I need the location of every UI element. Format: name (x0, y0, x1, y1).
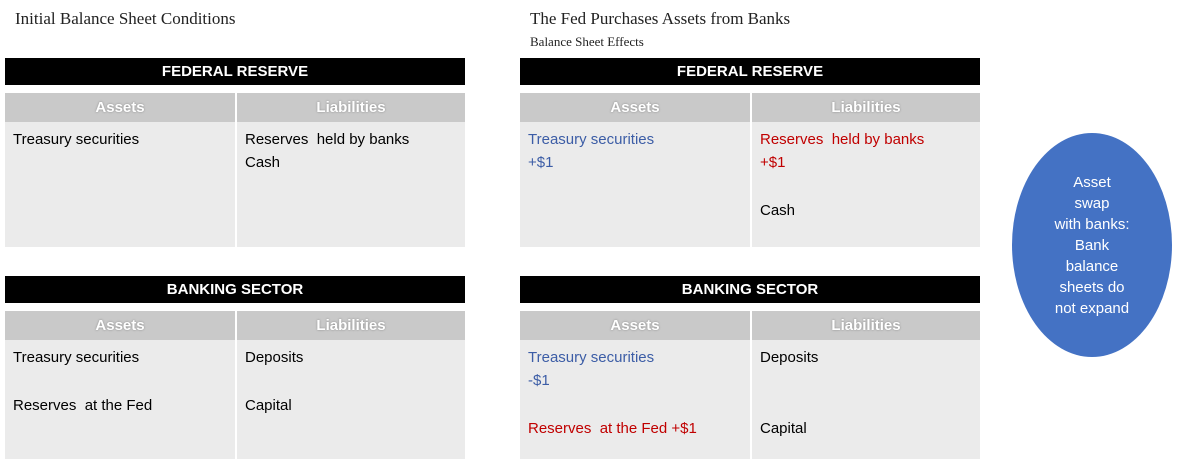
table-title: FEDERAL RESERVE (5, 58, 465, 85)
table-title: FEDERAL RESERVE (520, 58, 980, 85)
column-header: Assets (5, 311, 235, 340)
table-cell (752, 122, 980, 247)
balance-table: BANKING SECTOR Assets Liabilities Treasury … (520, 276, 980, 459)
balance-table: BANKING SECTOR Assets Liabilities Treasury … (5, 276, 465, 459)
cell-text: Capital (245, 397, 292, 414)
column-header: Liabilities (237, 93, 465, 122)
table-cell (5, 122, 235, 247)
right-title: The Fed Purchases Assets from Banks (530, 9, 791, 28)
table-cell (520, 340, 750, 459)
cell-text: Cash (245, 154, 281, 171)
cell-text: Deposits (760, 349, 819, 366)
table-cell (237, 340, 465, 459)
column-header: Assets (5, 93, 235, 122)
note-line: Asset (1073, 173, 1111, 191)
cell-text: Reserves at the Fed (13, 397, 153, 414)
cell-text: Cash (760, 202, 796, 219)
table-cell (752, 340, 980, 459)
note-line: with banks: (1054, 215, 1130, 233)
cell-text: Reserves at the Fed +$1 (528, 420, 697, 437)
note-line: Bank (1074, 236, 1110, 254)
cell-text: Treasury securities (528, 131, 655, 148)
cell-text: -$1 (528, 372, 550, 389)
note-bubble: Asset swap with banks: Bank balance sheets do… (1012, 133, 1172, 357)
left-title: Initial Balance Sheet Conditions (15, 9, 236, 28)
column-header: Assets (520, 93, 750, 122)
cell-text: Reserves held by banks (760, 131, 925, 148)
note-line: balance (1065, 257, 1119, 275)
table-cell (5, 340, 235, 459)
cell-text: +$1 (528, 154, 554, 171)
column-header: Assets (520, 311, 750, 340)
cell-text: Capital (760, 420, 807, 437)
note-text: Asset swap with banks: Bank balance sheets do… (1054, 172, 1129, 319)
cell-text: +$1 (760, 154, 786, 171)
column-header: Liabilities (237, 311, 465, 340)
right-subtitle: Balance Sheet Effects (530, 34, 644, 49)
cell-text: Treasury securities (528, 349, 655, 366)
table-title: BANKING SECTOR (520, 276, 980, 303)
note-line: sheets do (1059, 278, 1125, 296)
balance-table: FEDERAL RESERVE Assets Liabilities Treasury… (5, 58, 465, 247)
table-cell (520, 122, 750, 247)
table-title: BANKING SECTOR (5, 276, 465, 303)
note-line: not expand (1054, 299, 1130, 317)
cell-text: Deposits (245, 349, 304, 366)
table-cell (237, 122, 465, 247)
column-header: Liabilities (752, 311, 980, 340)
cell-text: Treasury securities (13, 131, 140, 148)
cell-text: Reserves held by banks (245, 131, 410, 148)
cell-text: Treasury securities (13, 349, 140, 366)
balance-table: FEDERAL RESERVE Assets Liabilities Treasury… (520, 58, 980, 247)
column-header: Liabilities (752, 93, 980, 122)
note-line: swap (1074, 194, 1110, 212)
